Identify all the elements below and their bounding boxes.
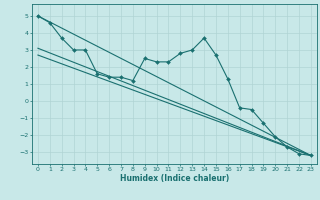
X-axis label: Humidex (Indice chaleur): Humidex (Indice chaleur)	[120, 174, 229, 183]
